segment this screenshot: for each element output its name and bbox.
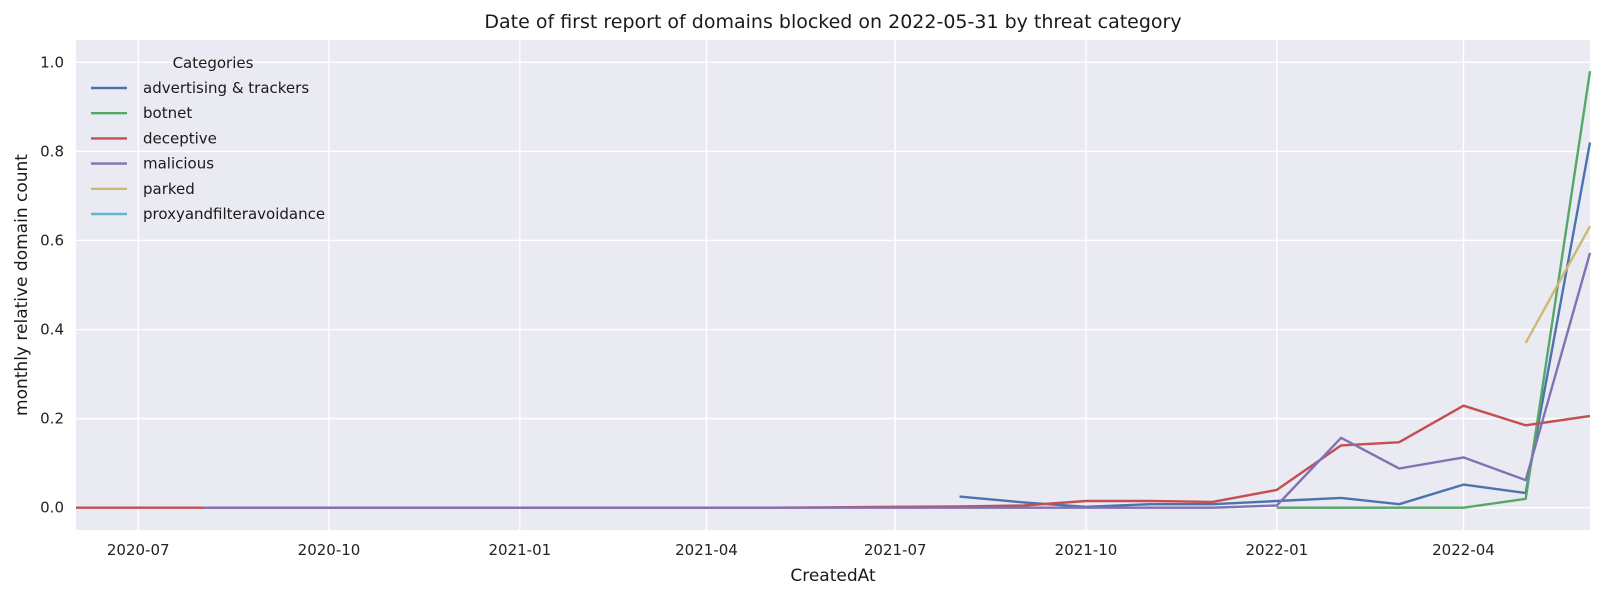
x-tick-label: 2021-07 [864, 541, 927, 559]
legend-entry-2: deceptive [143, 129, 217, 147]
x-tick-label: 2022-04 [1432, 541, 1495, 559]
y-tick-label: 0.6 [40, 231, 64, 249]
y-tick-label: 0.0 [40, 499, 64, 517]
series-line-0 [959, 142, 1592, 508]
y-tick-label: 0.2 [40, 410, 64, 428]
legend-entry-1: botnet [143, 104, 192, 122]
legend-entry-5: proxyandfilteravoidance [143, 205, 325, 223]
x-tick-label: 2020-10 [298, 541, 361, 559]
x-tick-label: 2022-01 [1245, 541, 1308, 559]
series-line-1 [1276, 71, 1592, 509]
y-tick-label: 1.0 [40, 53, 64, 71]
x-tick-label: 2021-10 [1055, 541, 1118, 559]
y-tick-label: 0.4 [40, 321, 64, 339]
legend-entry-0: advertising & trackers [143, 79, 309, 97]
x-axis-label: CreatedAt [790, 566, 876, 586]
legend-title: Categories [173, 54, 254, 72]
chart-title: Date of first report of domains blocked … [484, 11, 1181, 33]
x-axis-ticks: 2020-07 2020-10 2021-01 2021-04 2021-07 2021-… [107, 541, 1495, 559]
x-tick-label: 2020-07 [107, 541, 170, 559]
legend-entry-4: parked [143, 180, 195, 198]
y-tick-label: 0.8 [40, 142, 64, 160]
y-axis-label: monthly relative domain count [12, 154, 32, 416]
plot-background [76, 40, 1590, 530]
x-tick-label: 2021-01 [488, 541, 551, 559]
legend-entry-3: malicious [143, 155, 214, 173]
grid-lines [76, 40, 1590, 530]
series-line-4 [1524, 225, 1592, 344]
series-layer [76, 71, 1592, 509]
y-axis-ticks: 0.0 0.2 0.4 0.6 0.8 1.0 [40, 53, 64, 516]
x-tick-label: 2021-04 [675, 541, 738, 559]
legend: Categories advertising & trackers botnet d… [91, 54, 325, 223]
series-line-3 [202, 252, 1592, 509]
